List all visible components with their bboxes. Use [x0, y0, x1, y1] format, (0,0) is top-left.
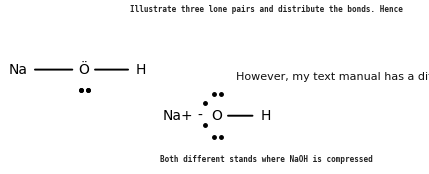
Text: Na+: Na+: [163, 109, 193, 123]
Text: Ö: Ö: [78, 63, 89, 77]
Text: H: H: [260, 109, 271, 123]
Text: Na: Na: [9, 63, 27, 77]
Text: Illustrate three lone pairs and distribute the bonds. Hence: Illustrate three lone pairs and distribu…: [130, 5, 402, 14]
Text: O: O: [211, 109, 222, 123]
Text: Both different stands where NaOH is compressed: Both different stands where NaOH is comp…: [160, 155, 372, 164]
Text: -: -: [197, 109, 202, 123]
Text: However, my text manual has a differen an: However, my text manual has a differen a…: [236, 72, 429, 82]
Text: H: H: [135, 63, 145, 77]
